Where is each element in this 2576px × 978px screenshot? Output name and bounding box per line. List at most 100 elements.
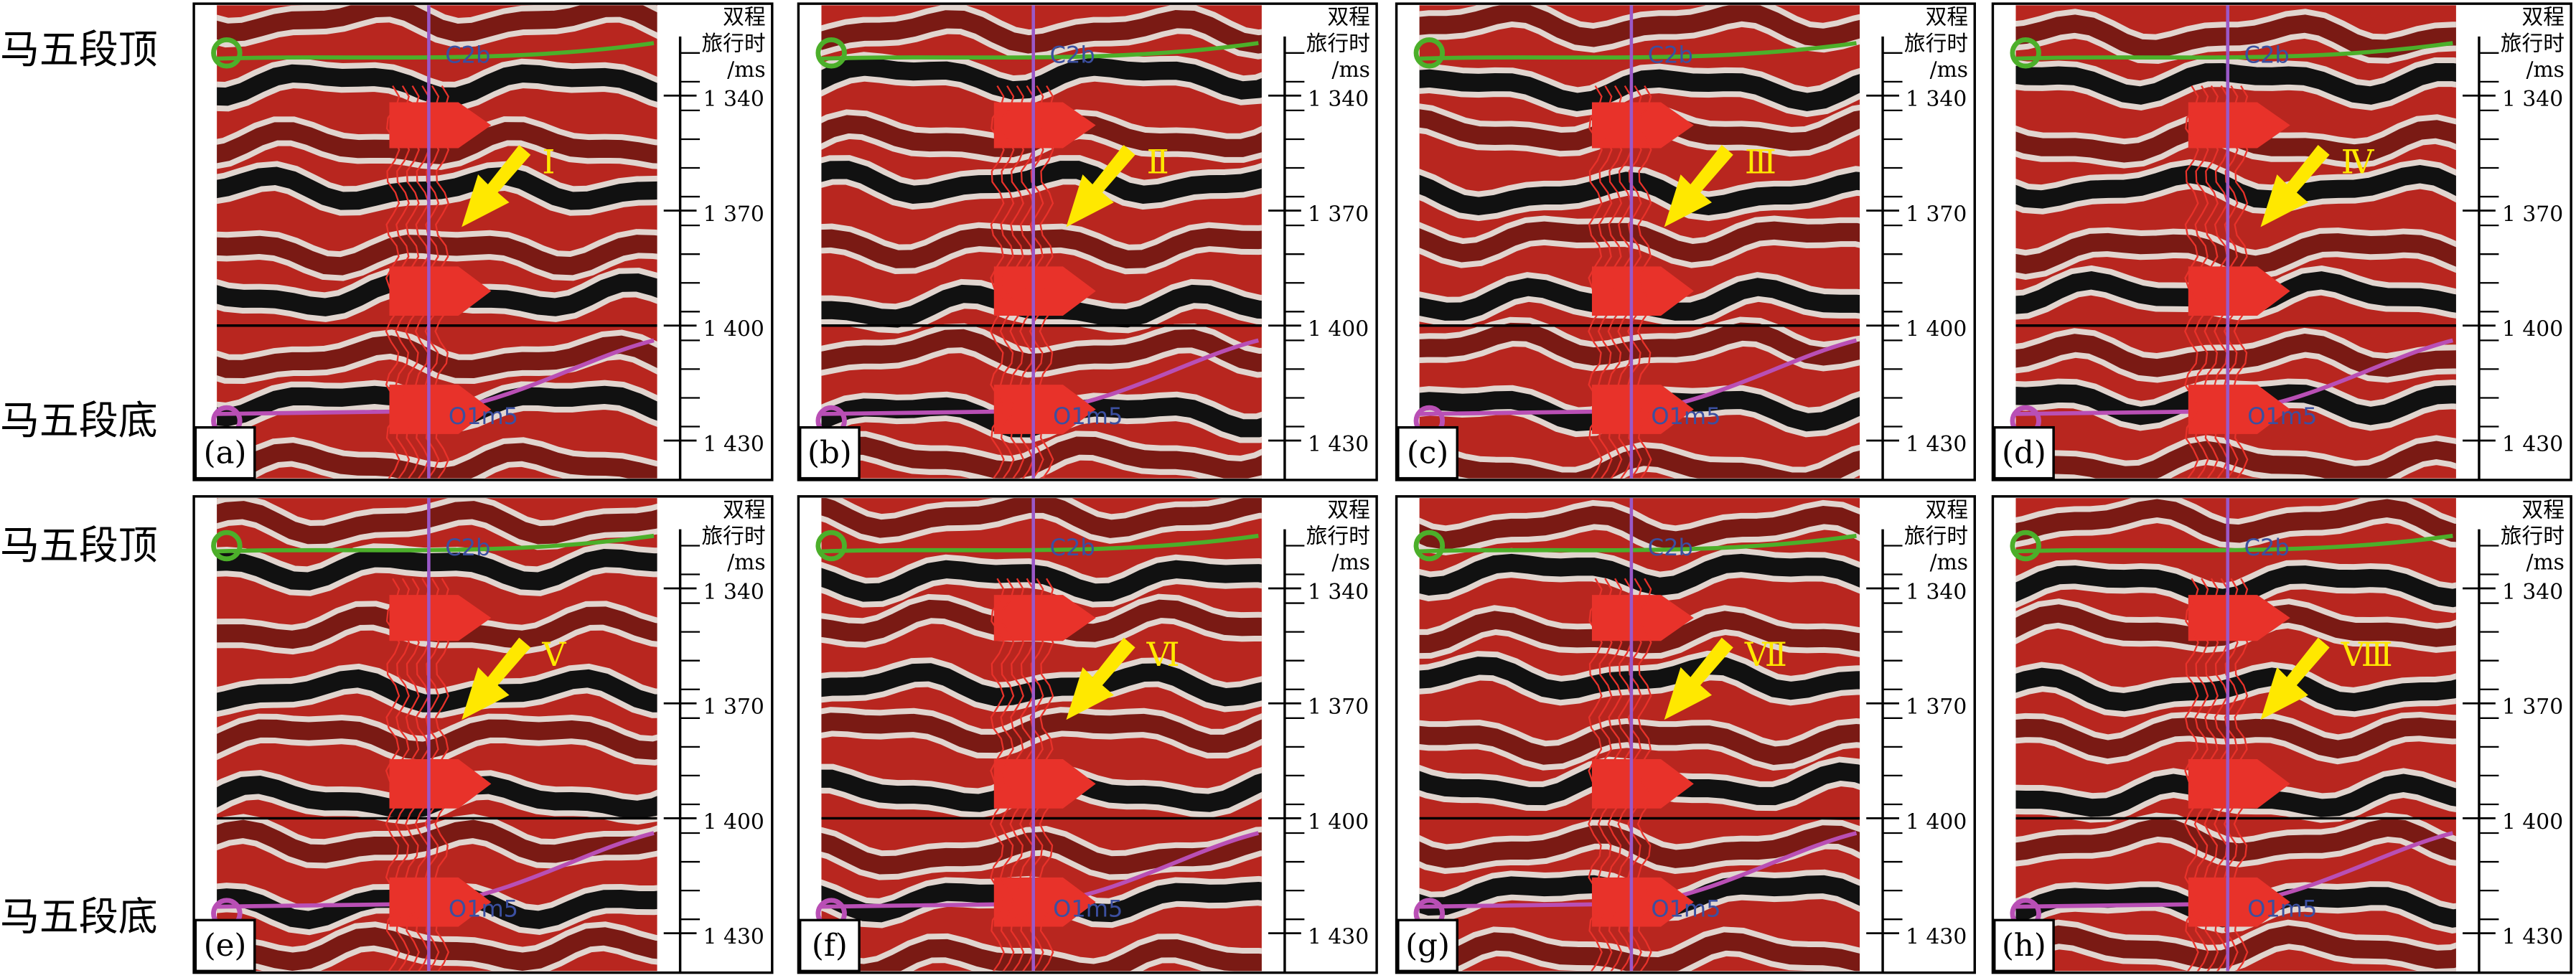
horizon-top: [1419, 41, 1857, 61]
tick-label: 1 340: [1906, 87, 1967, 112]
horizon-label: C2b: [1648, 534, 1693, 561]
panel-label: (d): [2002, 436, 2046, 471]
seismic-section: [217, 5, 657, 479]
axis-title: 双程: [2521, 497, 2565, 522]
seismic-band: [1419, 611, 1860, 654]
panel-label: (b): [807, 436, 852, 471]
seismic-band: [2015, 334, 2456, 377]
axis-title: 旅行时: [2501, 524, 2565, 549]
axis-title: 旅行时: [2501, 31, 2565, 56]
well-response: [2188, 595, 2290, 641]
axis-title: /ms: [1930, 57, 1969, 83]
marker-label: Ⅲ: [1745, 143, 1776, 181]
horizon-label: C2b: [445, 41, 490, 68]
tick-label: 1 370: [2502, 695, 2563, 720]
seismic-band: [217, 719, 657, 761]
axis-title: 双程: [1327, 497, 1370, 522]
well-wiggle: [2233, 578, 2249, 972]
horizon-marker: [2010, 37, 2041, 69]
tick-label: 1 400: [1308, 809, 1369, 834]
arrow: [462, 637, 531, 720]
seismic-band: [2015, 441, 2456, 479]
well-response: [1591, 877, 1694, 927]
well-wiggle: [405, 578, 420, 972]
well-wiggle: [2183, 85, 2199, 479]
seismic-band: [1419, 505, 1860, 550]
axis-title: 双程: [2521, 5, 2565, 30]
panel-label-box: [1397, 918, 1458, 973]
seismic-band: [217, 669, 657, 713]
tick-label: 1 340: [1308, 580, 1369, 605]
well-wiggle: [1636, 578, 1652, 972]
seismic-band: [821, 939, 1262, 972]
well-wiggle: [1588, 578, 1603, 972]
horizon-label: O1m5: [449, 403, 518, 430]
seismic-band: [217, 335, 657, 379]
horizon-top: [2015, 533, 2453, 554]
seismic-section: [821, 5, 1262, 479]
panel-label: (h): [2002, 928, 2046, 964]
well-wiggle: [1597, 85, 1613, 479]
horizon-label: C2b: [2244, 41, 2290, 68]
arrow: [1066, 637, 1135, 720]
horizon-marker: [211, 37, 243, 69]
tick-label: 1 370: [1308, 202, 1369, 227]
seismic-section: [821, 498, 1262, 972]
panel-label-box: [798, 425, 861, 480]
well-wiggle: [2203, 578, 2219, 972]
marker-label: Ⅵ: [1146, 636, 1180, 674]
tick-label: 1 340: [703, 87, 764, 112]
horizon-marker: [1413, 530, 1446, 562]
tick-label: 1 370: [703, 695, 764, 720]
panel-label: (e): [204, 928, 247, 964]
seismic-band: [217, 64, 657, 106]
well-wiggle: [405, 85, 420, 479]
panel-label-box: [1993, 425, 2055, 480]
seismic-band: [821, 161, 1262, 204]
panel-label-box: [1397, 425, 1458, 480]
seismic-band: [1419, 69, 1860, 112]
tick-label: 1 340: [703, 580, 764, 605]
well-wiggle: [1039, 85, 1054, 479]
axis-title: 旅行时: [701, 524, 765, 549]
well-response: [2188, 877, 2290, 927]
tick-label: 1 340: [1308, 87, 1369, 112]
well-wiggle: [1597, 578, 1613, 972]
horizon-top: [217, 533, 655, 554]
arrow: [1066, 144, 1135, 227]
axis-title: 双程: [1926, 5, 1969, 30]
seismic-band: [2015, 232, 2456, 274]
tick-label: 1 430: [1308, 432, 1369, 457]
horizon-top: [1419, 533, 1857, 554]
panel-label: (c): [1407, 436, 1448, 471]
panel-label-box: [194, 918, 256, 973]
axis-title: 旅行时: [1306, 31, 1370, 56]
marker-label: Ⅴ: [541, 636, 566, 674]
seismic-band: [1419, 221, 1860, 263]
seismic-band: [1419, 447, 1860, 479]
tick-label: 1 400: [703, 317, 764, 342]
seismic-band: [217, 443, 657, 479]
tick-label: 1 430: [703, 925, 764, 950]
horizon-top: [217, 41, 655, 61]
seismic-band: [821, 10, 1262, 54]
well-wiggle: [2193, 578, 2209, 972]
tick-label: 1 430: [1308, 925, 1369, 950]
arrow: [1664, 144, 1733, 227]
arrow: [2260, 637, 2330, 720]
tick-label: 1 430: [2502, 925, 2563, 950]
marker-label: Ⅰ: [542, 143, 555, 181]
axis-title: /ms: [1331, 57, 1370, 83]
tick-label: 1 430: [1906, 925, 1967, 950]
seismic-band: [217, 927, 657, 971]
well-wiggle: [395, 85, 411, 479]
seismic-band: [2015, 718, 2456, 759]
tick-label: 1 340: [2502, 580, 2563, 605]
seismic-section: [2015, 498, 2456, 972]
row-label: 马五段顶: [0, 522, 158, 568]
seismic-section: [2015, 5, 2456, 479]
well-wiggle: [999, 578, 1015, 972]
